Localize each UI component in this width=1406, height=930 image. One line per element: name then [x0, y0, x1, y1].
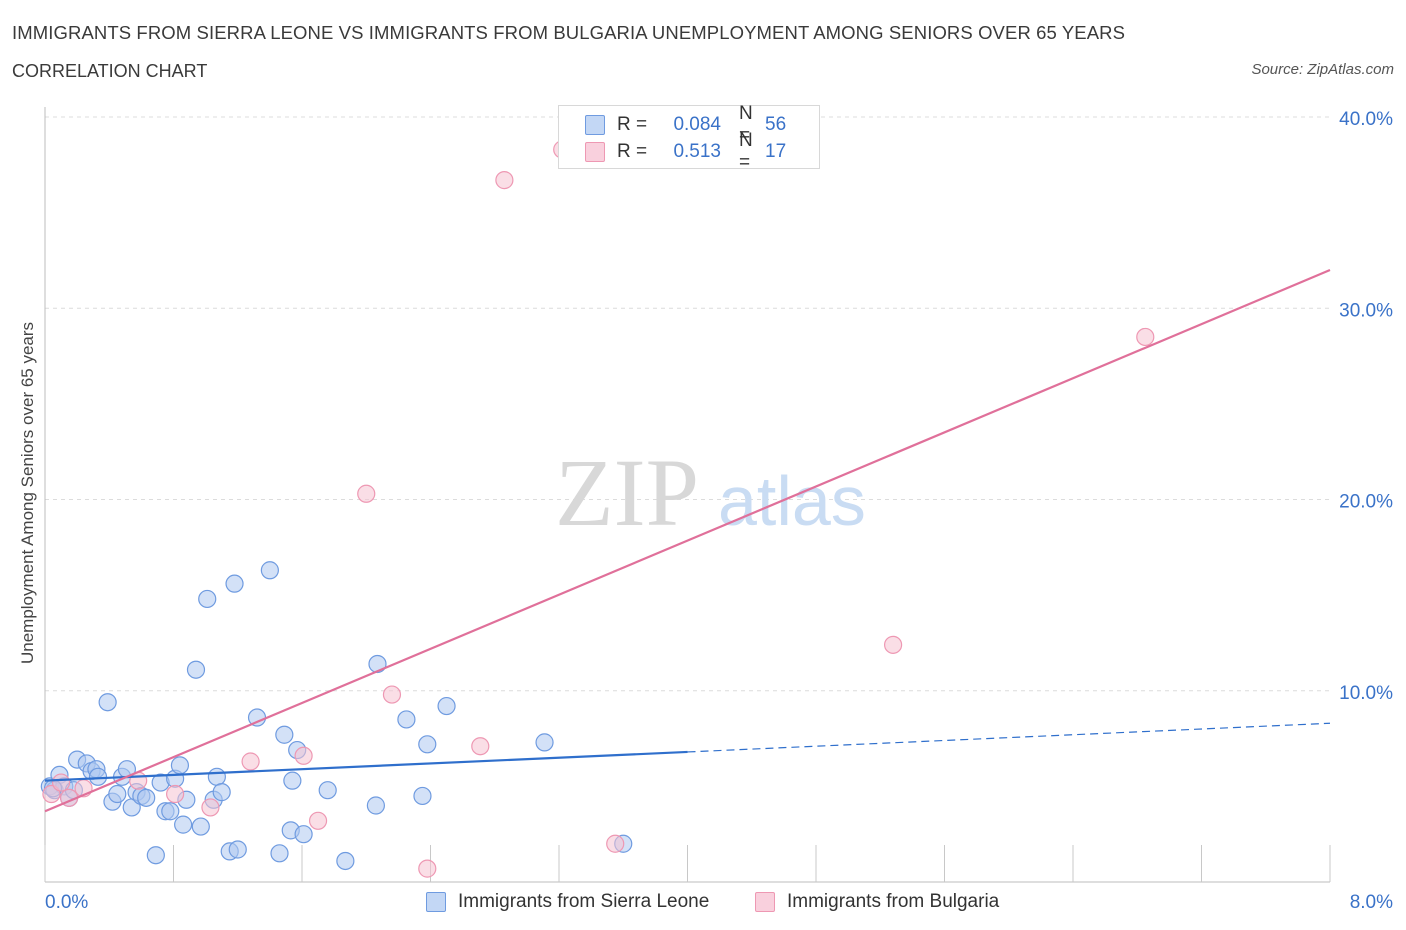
sierra-leone-point: [294, 825, 313, 844]
series-name: Immigrants from Bulgaria: [787, 891, 1000, 912]
grid-lines: [45, 116, 1330, 692]
bulgaria-point: [241, 752, 260, 771]
legend-r-label: R =: [617, 114, 648, 135]
sierra-leone-point: [186, 660, 206, 679]
x-tick-label: 8.0%: [1350, 892, 1393, 913]
sierra-leone-point: [98, 693, 117, 712]
sierra-leone-point: [170, 756, 190, 775]
bulgaria-point: [166, 784, 185, 804]
sierra-leone-trend-extension: [687, 722, 1331, 753]
legend-r-label: R =: [617, 141, 648, 162]
sierra-leone-point: [88, 767, 108, 786]
legend-n-label: N =: [739, 130, 753, 173]
bulgaria-point: [1136, 327, 1155, 347]
series-name: Immigrants from Sierra Leone: [458, 891, 710, 912]
legend-n-value: 17: [765, 141, 787, 162]
x-tick-label: 0.0%: [45, 892, 88, 913]
watermark-zip: ZIP: [555, 439, 699, 546]
sierra-leone-point: [413, 786, 432, 806]
y-tick-label: 30.0%: [1339, 300, 1393, 321]
bulgaria-trend-line: [44, 268, 1331, 813]
bulgaria-point: [471, 737, 490, 756]
sierra-leone-point: [146, 846, 165, 865]
chart-title: IMMIGRANTS FROM SIERRA LEONE VS IMMIGRAN…: [12, 22, 1126, 43]
bulgaria-point: [382, 685, 402, 704]
trend-lines: [44, 268, 1331, 813]
sierra-leone-point: [336, 851, 355, 871]
y-tick-label: 20.0%: [1339, 492, 1393, 513]
legend-swatch-pink: [755, 892, 775, 912]
sierra-leone-point: [270, 844, 289, 863]
legend-row-sierra-leone: R = 0.084 N = 56: [585, 103, 787, 146]
sierra-leone-point: [174, 815, 193, 834]
sierra-leone-point: [260, 561, 279, 580]
bulgaria-point: [883, 635, 903, 654]
legend-r-value: 0.084: [673, 114, 721, 135]
chart-subtitle: CORRELATION CHART: [12, 61, 208, 81]
legend-r-value: 0.513: [673, 141, 721, 162]
legend-n-label: N =: [739, 103, 753, 146]
correlation-legend: R = 0.084 N = 56 R = 0.513 N = 17: [558, 103, 820, 173]
sierra-leone-point: [161, 802, 180, 821]
sierra-leone-point: [437, 696, 456, 716]
axes: [44, 107, 1331, 883]
legend-swatch-blue: [426, 892, 446, 912]
sierra-leone-trend-line: [44, 750, 688, 782]
series-legend-sierra-leone: Immigrants from Sierra Leone: [426, 890, 709, 914]
sierra-leone-point: [275, 725, 294, 744]
bulgaria-point: [201, 798, 220, 817]
series-legend-bulgaria: Immigrants from Bulgaria: [755, 890, 999, 914]
sierra-leone-point: [318, 781, 337, 800]
watermark: ZIP atlas: [555, 439, 866, 546]
bulgaria-point: [308, 811, 328, 830]
bulgaria-point: [418, 859, 437, 878]
bulgaria-point: [606, 834, 625, 853]
legend-row-bulgaria: R = 0.513 N = 17: [585, 130, 787, 173]
sierra-leone-point: [397, 710, 416, 729]
bulgaria-point: [357, 484, 376, 503]
sierra-leone-point: [535, 733, 554, 752]
legend-n-value: 56: [765, 114, 787, 135]
sierra-leone-point: [225, 574, 244, 593]
sierra-leone-point: [108, 784, 127, 804]
legend-swatch-blue: [585, 115, 605, 135]
bulgaria-point: [294, 746, 313, 765]
sierra-leone-point: [191, 817, 210, 836]
sierra-leone-point: [366, 796, 385, 815]
bulgaria-point: [495, 171, 514, 190]
sierra-leone-point: [212, 783, 231, 802]
y-axis-label: Unemployment Among Seniors over 65 years: [18, 321, 37, 665]
y-tick-label: 40.0%: [1339, 109, 1393, 130]
bulgaria-point: [51, 773, 71, 792]
sierra-leone-point: [283, 771, 302, 790]
source-credit: Source: ZipAtlas.com: [1251, 61, 1394, 78]
sierra-leone-point: [418, 735, 437, 754]
sierra-leone-point: [228, 840, 247, 859]
legend-swatch-pink: [585, 142, 605, 162]
y-tick-label: 10.0%: [1339, 683, 1393, 704]
data-points: [40, 140, 1155, 878]
sierra-leone-point: [137, 788, 156, 807]
tick-labels: 10.0% 20.0% 30.0% 40.0% 0.0% 8.0%: [45, 109, 1393, 913]
sierra-leone-point: [207, 767, 226, 786]
sierra-leone-point: [368, 654, 387, 674]
sierra-leone-point: [198, 589, 217, 609]
